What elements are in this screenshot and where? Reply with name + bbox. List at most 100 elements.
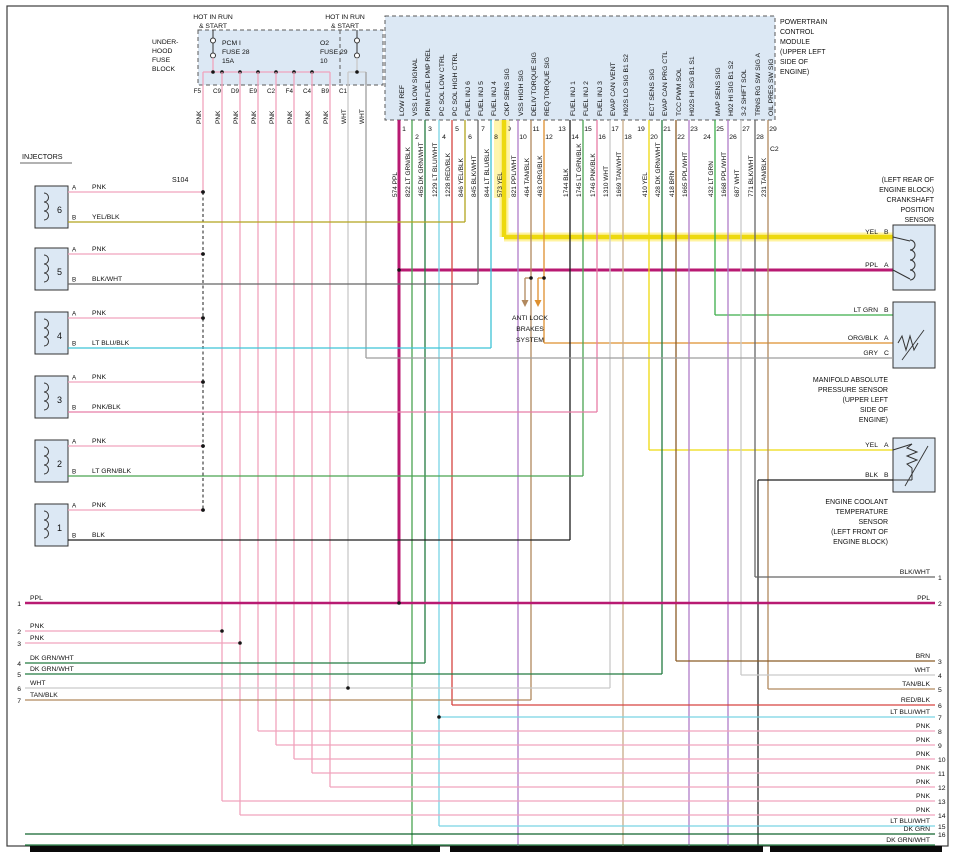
exit-color-right: RED/BLK [901,697,931,704]
exit-number-right: 10 [938,757,946,764]
ckp-lead [892,269,911,280]
injector-number: 6 [57,205,62,215]
pcm-pin-function: PC SOL HIGH CTRL [452,53,459,116]
abs-system-label: BRAKES [516,326,544,333]
exit-color-right: TAN/BLK [902,681,930,688]
pcm-pin-function: EVAP CAN PRG CTL [662,51,669,116]
map-sensor-title: MANIFOLD ABSOLUTE [813,377,888,384]
fuse-cavity-label: D9 [231,88,240,95]
bottom-bar [30,846,440,852]
exit-color-right: PPL [917,595,930,602]
pcm-pin-number: 29 [769,126,777,133]
exit-color-right: PNK [916,751,930,758]
injector-number: 1 [57,523,62,533]
fuse-icon [354,52,360,59]
map-pin-color: GRY [863,350,878,357]
pcm-pin-function: PRIM FUEL PMP REL [425,48,432,116]
exit-number-left: 3 [17,641,21,648]
pcm-wire-label: 771 BLK/WHT [748,155,755,197]
pcm-pin-number: 3 [428,126,432,133]
pcm-pin-function: VSS HIGH SIG [518,70,525,116]
pcm-pin-function: FUEL INJ 5 [478,81,485,116]
injector-pin-a-label: A [72,311,77,318]
junction-dot [211,70,215,74]
fuse-icon [210,37,216,44]
fuse-cavity-label: F4 [286,88,294,95]
injector-a-color-label: PNK [92,310,106,317]
pcm-pin-number: 9 [507,126,511,133]
abs-arrow-icon [521,300,529,307]
exit-color-left: PPL [30,595,43,602]
injector-a-color-label: PNK [92,374,106,381]
exit-number-right: 4 [938,673,942,680]
ect-pin-color: BLK [865,472,878,479]
injector-number: 5 [57,267,62,277]
pcm-wire-label: 418 BRN [669,170,676,197]
wire-color-label: WHT [341,109,348,124]
exit-color-right: PNK [916,793,930,800]
fuse-icon [210,52,216,59]
junction-dot [542,276,546,280]
ect-sensor-title: SENSOR [858,519,888,526]
injector-pin-a-label: A [72,247,77,254]
pcm-pin-function: H02 HI SIG B1 S2 [728,61,735,116]
ect-pin-letter: B [884,472,889,479]
pcm-wire-label: 410 YEL [642,172,649,197]
exit-color-right: PNK [916,723,930,730]
injector-b-color-label: BLK [92,532,105,539]
injector-pin-a-label: A [72,375,77,382]
exit-color-right: BLK/WHT [900,569,930,576]
pcm-pin-function: MAP SENS SIG [715,67,722,116]
pcm-wire-label: 822 LT GRN/BLK [405,146,412,197]
junction-dot [201,252,205,256]
injector-pin-b-label: B [72,469,76,476]
pcm-wire-label: 574 PPL [392,172,399,197]
exit-color-left: WHT [30,680,45,687]
exit-number-right: 14 [938,813,946,820]
injector-coil-icon [43,382,49,411]
exit-number-left: 2 [17,629,21,636]
injector-number: 4 [57,331,62,341]
pcm-pin-number: 2 [415,134,419,141]
pcm-wire-label: 432 LT GRN [708,161,715,197]
fuse-cavity-label: B9 [321,88,329,95]
junction-dot [220,629,224,633]
ect-sensor-title: ENGINE BLOCK) [833,539,888,546]
map-pin-letter: A [884,335,889,342]
exit-color-left: TAN/BLK [30,692,58,699]
ect-sensor-box [892,437,936,493]
wire-color-label: PNK [323,110,330,124]
pcm-pin-number: 5 [455,126,459,133]
wire-color-label: WHT [359,109,366,124]
map-pin-color: ORG/BLK [848,335,879,342]
bottom-bar [450,846,763,852]
exit-number-right: 9 [938,743,942,750]
pcm-wire-label: 687 WHT [734,170,741,197]
pcm-wire-label: 464 TAN/BLK [524,157,531,197]
fuse2-label: O2 [320,40,329,47]
pcm-wire-label: 1229 LT BLU/WHT [432,143,439,197]
pcm-wire-label: 845 BLK/WHT [471,155,478,197]
junction-dot [201,316,205,320]
pcm-wire-label: 463 ORG/BLK [537,155,544,197]
pcm-pin-number: 21 [663,126,671,133]
exit-number-right: 12 [938,785,946,792]
fuse-cavity-label: C4 [303,88,312,95]
junction-dot [397,601,401,605]
pcm-pin-number: 8 [494,134,498,141]
fuse-cavity-label: F5 [194,88,202,95]
wire-color-label: PNK [269,110,276,124]
abs-system-label: ANTI LOCK [512,315,548,322]
ect-sensor-title: (LEFT FRONT OF [831,529,888,536]
junction-dot [201,380,205,384]
hot-in-run-label: HOT IN RUN [325,14,365,21]
pcm-box [384,15,776,121]
injector-pin-a-label: A [72,503,77,510]
underhood-fuse-block-label: FUSE [152,57,171,64]
pcm-pin-number: 7 [481,126,485,133]
junction-dot [238,641,242,645]
injector-b-color-label: PNK/BLK [92,404,121,411]
pcm-pin-function: FUEL INJ 2 [583,81,590,116]
ect-pin-letter: A [884,442,889,449]
pcm-wire-label: 428 DK GRN/WHT [655,142,662,197]
